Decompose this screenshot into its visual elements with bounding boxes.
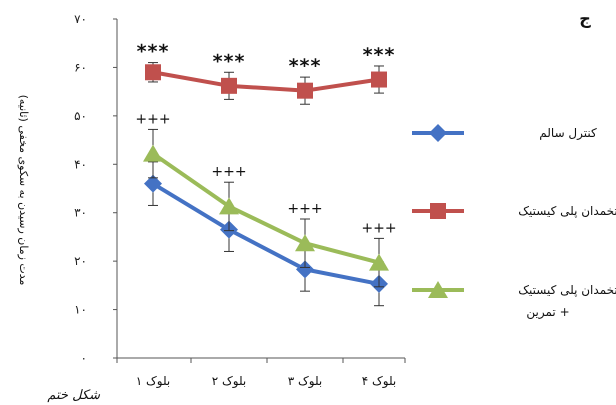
data-point [296, 260, 314, 279]
legend-label: تخمدان پلی کیستیک [518, 283, 616, 297]
legend-item-control: کنترل سالم [412, 124, 597, 142]
x-axis-categories: بلوک ۱ بلوک ۲ بلوک ۳ بلوک ۴ [116, 358, 406, 389]
significance-stars: *** [363, 44, 396, 66]
y-axis-label: مدت زمان رسیدن به سکوی مخفی (ثانیه) [17, 95, 30, 286]
legend-label: کنترل سالم [539, 126, 597, 141]
bottom-fragment-text: شکل ختم [47, 388, 101, 403]
data-point [295, 234, 315, 252]
significance-plus: +++ [211, 164, 246, 180]
significance-stars: *** [137, 41, 170, 63]
significance-plus: +++ [135, 111, 170, 127]
series-pcos [145, 62, 387, 105]
y-axis-ticks: ۰ ۱۰ ۲۰ ۳۰ ۴۰ ۵۰ ۶۰ ۷۰ [74, 12, 117, 365]
data-point [145, 64, 161, 81]
series-line [151, 181, 380, 286]
significance-stars: *** [289, 55, 322, 77]
data-point [221, 77, 237, 94]
y-tick-label: ۵۰ [74, 109, 87, 123]
significance-plus: +++ [287, 201, 322, 217]
legend-swatch-marker [428, 281, 448, 298]
legend-swatch-marker [429, 124, 447, 142]
x-tick-label: بلوک ۳ [288, 374, 323, 389]
y-tick-label: ۴۰ [74, 157, 87, 171]
data-point [297, 82, 313, 99]
y-tick-label: ۲۰ [74, 254, 87, 268]
legend-label: تخمدان پلی کیستیک [518, 204, 616, 218]
series-pcos_exercise [143, 128, 389, 288]
y-tick-label: ۷۰ [74, 12, 87, 26]
series-control [144, 161, 388, 307]
x-tick-label: بلوک ۱ [136, 374, 171, 389]
significance-plus: +++ [361, 220, 396, 236]
y-tick-label: ۳۰ [74, 206, 87, 220]
data-point [219, 197, 239, 215]
y-tick-label: ۱۰ [74, 303, 87, 317]
legend-item-pcos: تخمدان پلی کیستیک [412, 203, 616, 219]
series-line [151, 151, 380, 265]
significance-stars: *** [213, 50, 246, 72]
chart-axes [116, 19, 405, 359]
legend-swatch-marker [430, 203, 446, 219]
legend-item-pcos_exercise: تخمدان پلی کیستیک + تمرین [412, 281, 616, 320]
y-tick-label: ۶۰ [74, 60, 87, 74]
data-point [371, 71, 387, 88]
data-point [369, 253, 389, 271]
series-layer [143, 62, 389, 307]
legend-label-line2: + تمرین [526, 305, 569, 320]
x-tick-label: بلوک ۲ [212, 374, 247, 389]
data-point [144, 174, 162, 193]
series-line [152, 70, 380, 93]
annotation-layer: *** *** *** *** +++ +++ +++ +++ [135, 41, 396, 237]
data-point [143, 144, 163, 162]
panel-letter: ج [579, 9, 591, 28]
y-tick-label: ۰ [81, 351, 87, 365]
x-tick-label: بلوک ۴ [362, 374, 397, 389]
